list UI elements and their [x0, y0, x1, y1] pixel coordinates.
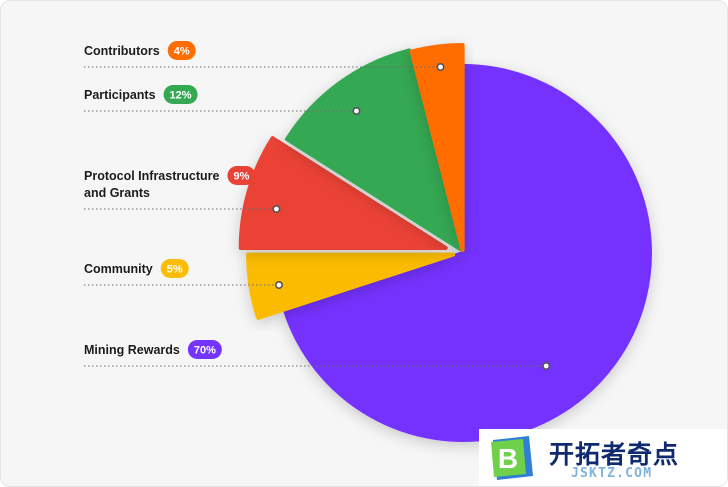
pie-slice-participants — [284, 48, 463, 251]
legend-label-mining-rewards: Mining Rewards — [84, 343, 180, 357]
percent-badge-participants — [163, 85, 198, 104]
legend-label-protocol-infrastructure-and-grants-line-1: Protocol Infrastructure — [84, 169, 219, 183]
legend-label-protocol-infrastructure-and-grants-line-2: and Grants — [84, 186, 150, 200]
pie-slice-protocol-infrastructure-and-grants — [238, 136, 448, 250]
percent-label-contributors: 4% — [174, 46, 190, 58]
pie-slice-community — [246, 252, 456, 320]
percent-badge-contributors — [167, 41, 196, 60]
percent-label-mining-rewards: 70% — [194, 345, 216, 357]
pie-slice-mining-rewards — [283, 64, 652, 442]
slice-marker-participants — [352, 107, 361, 116]
pie-slices — [238, 43, 652, 442]
legend-label-contributors: Contributors — [84, 44, 160, 58]
pie-slice-contributors — [409, 43, 465, 253]
watermark-logo-icon: B — [491, 436, 533, 480]
percent-label-community: 5% — [167, 264, 183, 276]
percent-badge-protocol-infrastructure-and-grants — [227, 166, 256, 185]
legend-label-community: Community — [84, 262, 153, 276]
slice-marker-contributors — [436, 62, 445, 71]
percent-badge-mining-rewards — [187, 340, 222, 359]
leader-lines — [84, 62, 551, 370]
watermark: B 开拓者奇点 JSKTZ.COM — [479, 429, 727, 486]
percent-label-participants: 12% — [170, 90, 192, 102]
percent-badge-community — [160, 259, 189, 278]
slice-marker-protocol-infrastructure-and-grants — [272, 205, 281, 214]
watermark-title: 开拓者奇点 — [549, 440, 680, 469]
slice-marker-mining-rewards — [542, 361, 551, 370]
legend-label-participants: Participants — [84, 88, 156, 102]
watermark-subtitle: JSKTZ.COM — [571, 466, 653, 481]
percent-label-protocol-infrastructure-and-grants: 9% — [233, 171, 249, 183]
watermark-logo-letter: B — [498, 443, 518, 474]
slice-marker-community — [274, 280, 283, 289]
legend-labels: Contributors 4% Participants 12% Protocol In… — [84, 41, 256, 359]
